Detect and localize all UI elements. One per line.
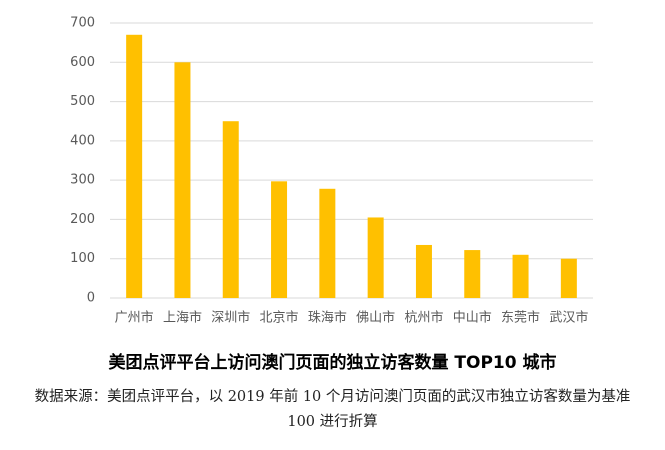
y-tick-label: 500	[70, 94, 95, 109]
bar	[271, 181, 288, 298]
x-tick-label: 武汉市	[549, 310, 588, 326]
x-tick-label: 中山市	[453, 310, 492, 326]
y-tick-label: 200	[70, 212, 95, 227]
bar	[319, 188, 336, 298]
bar	[415, 244, 432, 298]
bar	[560, 258, 577, 298]
bar	[367, 217, 384, 298]
y-tick-label: 300	[70, 173, 95, 188]
bar	[174, 62, 191, 299]
chart-title: 美团点评平台上访问澳门页面的独立访客数量 TOP10 城市	[108, 353, 557, 373]
x-tick-label: 深圳市	[211, 310, 250, 326]
y-tick-label: 700	[70, 16, 95, 31]
y-tick-label: 100	[70, 251, 95, 266]
x-tick-label: 广州市	[115, 310, 154, 326]
x-tick-label: 佛山市	[356, 310, 395, 326]
y-tick-label: 600	[70, 55, 95, 70]
x-tick-label: 上海市	[163, 310, 202, 326]
bar	[126, 34, 143, 299]
y-tick-label: 0	[87, 291, 95, 306]
chart: 0 100 200 300 400 500 600 700 广州市 上海市 深圳市 北京市 珠海市 佛山市…	[70, 16, 593, 326]
bar	[464, 250, 481, 298]
bar	[222, 121, 239, 298]
caption: 数据来源：美团点评平台，以 2019 年前 10 个月访问澳门页面的武汉市独立访…	[34, 389, 631, 430]
x-tick-label: 杭州市	[404, 310, 443, 326]
x-tick-label: 珠海市	[308, 310, 347, 326]
x-tick-label: 东莞市	[501, 310, 540, 326]
y-tick-label: 400	[70, 133, 95, 148]
bar	[512, 254, 529, 298]
x-tick-label: 北京市	[260, 310, 299, 326]
